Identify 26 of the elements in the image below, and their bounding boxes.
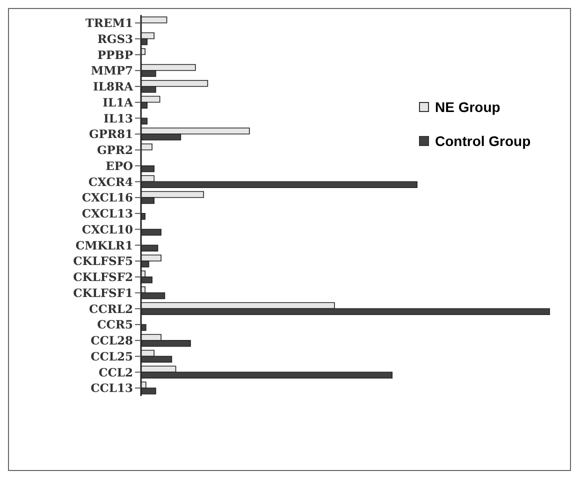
- y-tick-label: CMKLR1: [75, 238, 133, 252]
- legend-label: NE Group: [435, 99, 500, 115]
- y-tick-label: IL13: [104, 111, 133, 126]
- y-tick-label: CXCL16: [82, 190, 133, 205]
- y-tick-label: CCL13: [90, 381, 133, 396]
- y-tick-label: CKLFSF2: [73, 270, 133, 284]
- y-tick-label: CCL25: [90, 349, 133, 364]
- y-tick-label: TREM1: [85, 16, 133, 30]
- y-tick-label: IL1A: [102, 95, 134, 110]
- y-tick-label: RGS3: [97, 32, 133, 46]
- y-tick-label: CKLFSF1: [73, 286, 133, 300]
- y-tick-label: CCRL2: [89, 302, 133, 316]
- y-tick-label: GPR81: [88, 127, 133, 142]
- y-tick-label: PPBP: [97, 48, 134, 62]
- y-tick-label: CCL28: [90, 334, 133, 348]
- y-tick-label: CXCL13: [82, 206, 133, 221]
- y-tick-label: EPO: [106, 158, 133, 173]
- y-tick-label: CXCR4: [88, 174, 133, 189]
- y-tick-label: GPR2: [96, 143, 133, 158]
- legend-label: Control Group: [435, 133, 531, 149]
- y-tick-label: CCR5: [97, 318, 133, 332]
- y-tick-label: IL8RA: [93, 80, 134, 94]
- y-tick-label: CKLFSF5: [73, 254, 133, 268]
- y-tick-label: CCL2: [98, 365, 133, 380]
- y-tick-label: CXCL10: [82, 222, 133, 236]
- y-tick-label: MMP7: [90, 64, 133, 78]
